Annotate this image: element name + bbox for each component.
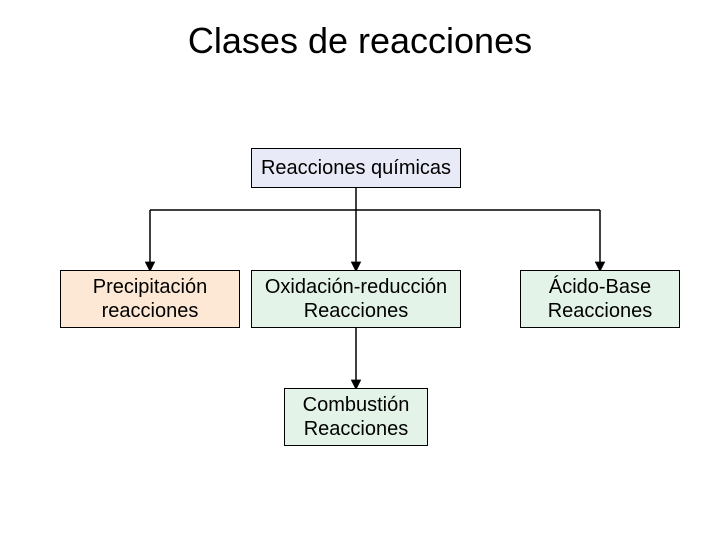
diagram-stage: Clases de reacciones Reacciones químicas… bbox=[0, 0, 720, 540]
node-acidobase-line2: Reacciones bbox=[548, 299, 653, 323]
node-root-line1: Reacciones químicas bbox=[261, 156, 451, 180]
node-precipitacion: Precipitación reacciones bbox=[60, 270, 240, 328]
node-root: Reacciones químicas bbox=[251, 148, 461, 188]
node-combustion-line2: Reacciones bbox=[304, 417, 409, 441]
node-precipitacion-line2: reacciones bbox=[102, 299, 199, 323]
node-oxidacion-line1: Oxidación-reducción bbox=[265, 275, 447, 299]
node-acidobase: Ácido-Base Reacciones bbox=[520, 270, 680, 328]
node-oxidacion-line2: Reacciones bbox=[304, 299, 409, 323]
node-oxidacion: Oxidación-reducción Reacciones bbox=[251, 270, 461, 328]
page-title: Clases de reacciones bbox=[0, 20, 720, 62]
node-combustion-line1: Combustión bbox=[303, 393, 410, 417]
node-precipitacion-line1: Precipitación bbox=[93, 275, 208, 299]
node-combustion: Combustión Reacciones bbox=[284, 388, 428, 446]
node-acidobase-line1: Ácido-Base bbox=[549, 275, 651, 299]
